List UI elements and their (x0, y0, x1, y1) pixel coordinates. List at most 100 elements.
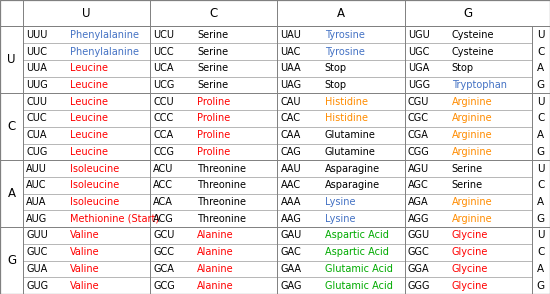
Text: Glutamic Acid: Glutamic Acid (324, 264, 393, 274)
Text: AGC: AGC (408, 180, 428, 190)
Text: Alanine: Alanine (197, 230, 234, 240)
Text: C: C (537, 247, 544, 257)
Text: CCG: CCG (153, 147, 174, 157)
Text: AUA: AUA (26, 197, 46, 207)
Text: ACG: ACG (153, 214, 174, 224)
Text: Threonine: Threonine (197, 163, 246, 173)
Text: Threonine: Threonine (197, 197, 246, 207)
Text: GAU: GAU (280, 230, 302, 240)
Text: CAG: CAG (280, 147, 301, 157)
Text: Arginine: Arginine (452, 130, 492, 140)
Text: Leucine: Leucine (70, 63, 108, 73)
Text: Cysteine: Cysteine (452, 30, 494, 40)
Text: Glycine: Glycine (452, 281, 488, 291)
Text: UCC: UCC (153, 46, 174, 56)
Text: GGU: GGU (408, 230, 430, 240)
Text: C: C (537, 113, 544, 123)
Text: ACA: ACA (153, 197, 173, 207)
Text: A: A (537, 264, 544, 274)
Text: Glutamine: Glutamine (324, 147, 376, 157)
Text: A: A (537, 63, 544, 73)
Text: GAG: GAG (280, 281, 302, 291)
Text: Histidine: Histidine (324, 97, 367, 107)
Text: GGC: GGC (408, 247, 430, 257)
Text: U: U (537, 163, 544, 173)
Text: AGA: AGA (408, 197, 428, 207)
Text: Serine: Serine (452, 180, 483, 190)
Text: Alanine: Alanine (197, 247, 234, 257)
Text: CGA: CGA (408, 130, 428, 140)
Text: Stop: Stop (452, 63, 474, 73)
Text: Histidine: Histidine (324, 113, 367, 123)
Text: Serine: Serine (452, 163, 483, 173)
Text: Phenylalanine: Phenylalanine (70, 46, 139, 56)
Text: GUG: GUG (26, 281, 48, 291)
Text: Proline: Proline (197, 130, 230, 140)
Text: G: G (464, 7, 473, 20)
Text: UAG: UAG (280, 80, 301, 90)
Text: Arginine: Arginine (452, 197, 492, 207)
Text: GCU: GCU (153, 230, 175, 240)
Text: Glutamic Acid: Glutamic Acid (324, 281, 393, 291)
Text: UAA: UAA (280, 63, 301, 73)
Text: CCC: CCC (153, 113, 174, 123)
Text: CUC: CUC (26, 113, 47, 123)
Text: AAC: AAC (280, 180, 301, 190)
Text: C: C (210, 7, 218, 20)
Text: G: G (537, 281, 545, 291)
Text: AUU: AUU (26, 163, 47, 173)
Text: Valine: Valine (70, 230, 100, 240)
Text: Glycine: Glycine (452, 264, 488, 274)
Text: CCU: CCU (153, 97, 174, 107)
Text: C: C (8, 120, 15, 133)
Text: Arginine: Arginine (452, 113, 492, 123)
Text: AGU: AGU (408, 163, 429, 173)
Text: Serine: Serine (197, 63, 228, 73)
Text: GAC: GAC (280, 247, 301, 257)
Text: Cysteine: Cysteine (452, 46, 494, 56)
Text: U: U (82, 7, 91, 20)
Text: U: U (537, 30, 544, 40)
Text: CAU: CAU (280, 97, 301, 107)
Text: A: A (537, 197, 544, 207)
Text: CAC: CAC (280, 113, 300, 123)
Text: Alanine: Alanine (197, 281, 234, 291)
Text: Leucine: Leucine (70, 113, 108, 123)
Text: GGA: GGA (408, 264, 430, 274)
Text: GCG: GCG (153, 281, 175, 291)
Text: Glycine: Glycine (452, 247, 488, 257)
Text: GUU: GUU (26, 230, 48, 240)
Text: AGG: AGG (408, 214, 429, 224)
Text: Proline: Proline (197, 147, 230, 157)
Text: Leucine: Leucine (70, 130, 108, 140)
Text: Aspartic Acid: Aspartic Acid (324, 230, 388, 240)
Text: G: G (537, 147, 545, 157)
Text: GUC: GUC (26, 247, 47, 257)
Text: GGG: GGG (408, 281, 430, 291)
Text: UGG: UGG (408, 80, 430, 90)
Text: CUA: CUA (26, 130, 47, 140)
Text: Serine: Serine (197, 46, 228, 56)
Text: Phenylalanine: Phenylalanine (70, 30, 139, 40)
Text: AUG: AUG (26, 214, 47, 224)
Text: G: G (537, 214, 545, 224)
Text: A: A (337, 7, 345, 20)
Text: Stop: Stop (324, 80, 346, 90)
Text: AUC: AUC (26, 180, 47, 190)
Text: G: G (537, 80, 545, 90)
Text: UCU: UCU (153, 30, 174, 40)
Text: CAA: CAA (280, 130, 301, 140)
Text: Valine: Valine (70, 264, 100, 274)
Text: Proline: Proline (197, 113, 230, 123)
Text: Alanine: Alanine (197, 264, 234, 274)
Text: Threonine: Threonine (197, 214, 246, 224)
Text: UGC: UGC (408, 46, 429, 56)
Text: UCG: UCG (153, 80, 175, 90)
Text: Serine: Serine (197, 30, 228, 40)
Text: CGU: CGU (408, 97, 429, 107)
Text: Glycine: Glycine (452, 230, 488, 240)
Text: A: A (8, 187, 15, 200)
Text: Threonine: Threonine (197, 180, 246, 190)
Text: Valine: Valine (70, 247, 100, 257)
Text: A: A (537, 130, 544, 140)
